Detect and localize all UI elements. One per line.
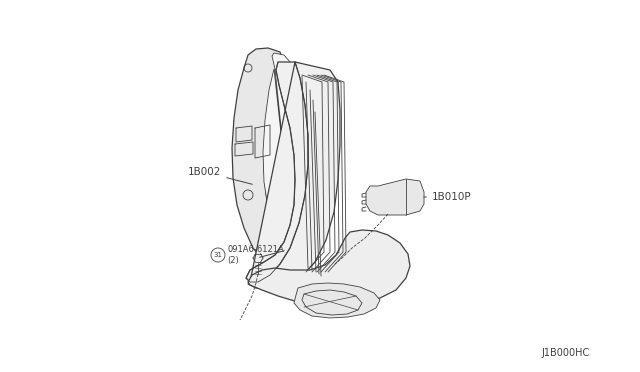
Polygon shape	[248, 230, 410, 306]
Text: 091A6-6121A: 091A6-6121A	[227, 246, 284, 254]
Polygon shape	[263, 53, 314, 262]
Polygon shape	[246, 62, 340, 288]
Polygon shape	[294, 283, 380, 318]
Text: 1B010P: 1B010P	[424, 192, 472, 202]
Text: 1B002: 1B002	[188, 167, 252, 184]
Polygon shape	[232, 48, 305, 277]
Text: J1B000HC: J1B000HC	[541, 348, 590, 358]
Text: 31: 31	[214, 252, 223, 258]
Text: (2): (2)	[227, 256, 239, 264]
Polygon shape	[366, 179, 424, 215]
